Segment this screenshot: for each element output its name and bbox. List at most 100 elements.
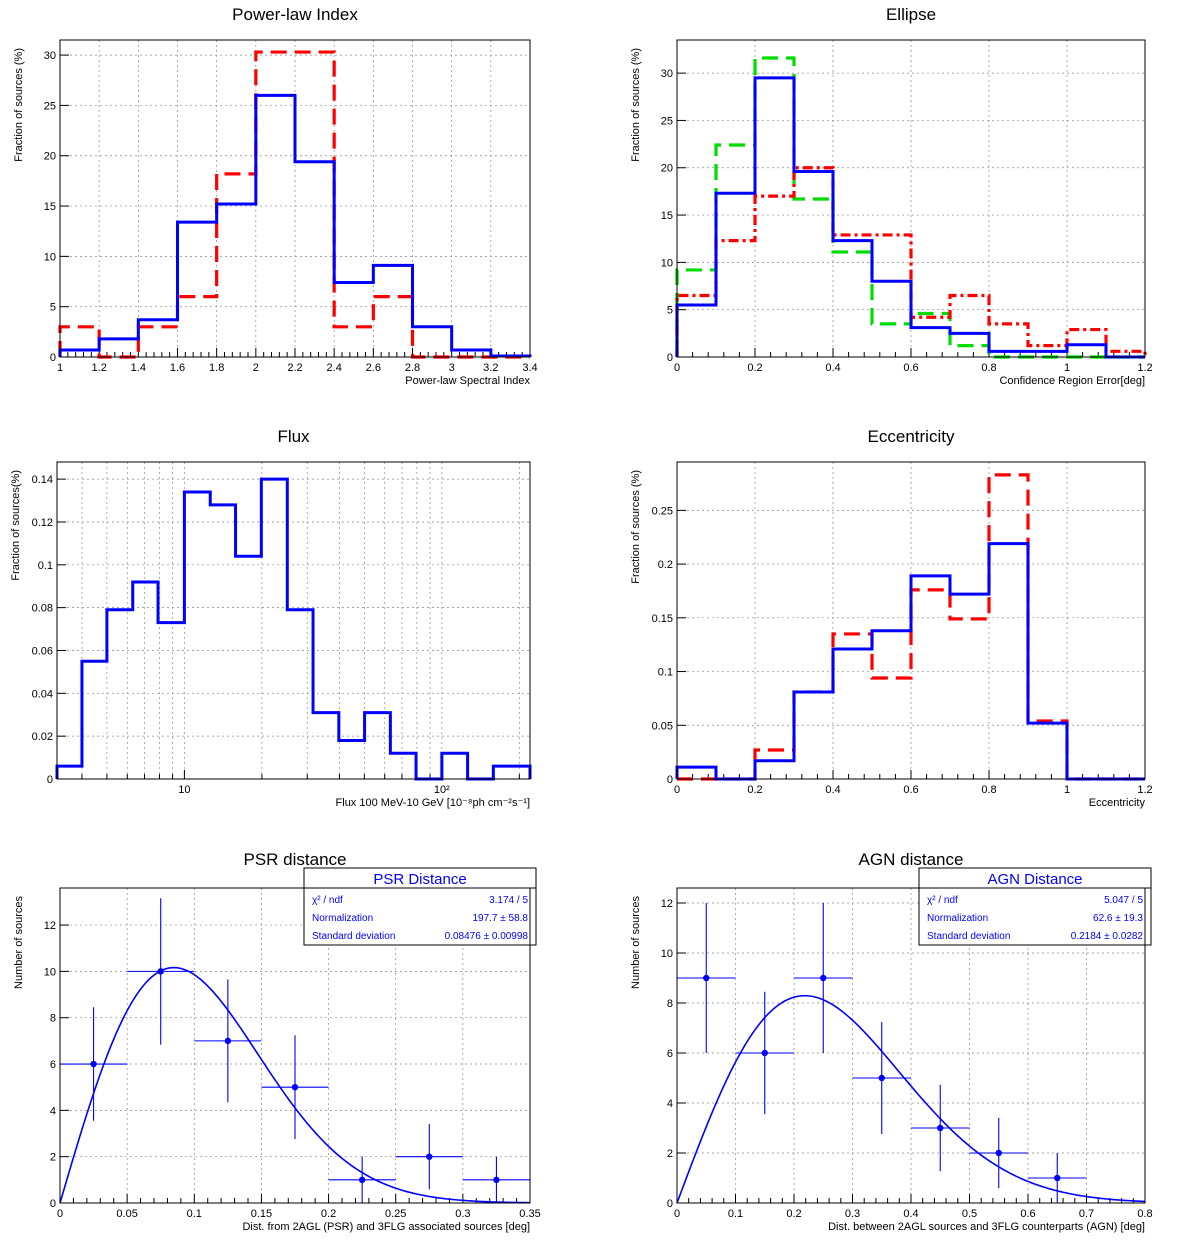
x-tick-label: 1.2 bbox=[1137, 784, 1152, 796]
plot-frame bbox=[59, 39, 531, 358]
x-tick-label: 2 bbox=[253, 362, 259, 374]
y-tick-label: 0 bbox=[50, 1198, 56, 1210]
data-point bbox=[677, 903, 736, 1053]
data-point bbox=[1028, 1153, 1087, 1203]
y-tick-label: 0.1 bbox=[658, 667, 673, 679]
stats-value: 0.2184 ± 0.0282 bbox=[1071, 931, 1144, 942]
y-tick-label: 0.12 bbox=[32, 517, 53, 529]
histogram-series-blue bbox=[58, 93, 532, 358]
x-tick-label: 10² bbox=[434, 784, 450, 796]
y-tick-label: 0.04 bbox=[32, 688, 53, 700]
marker bbox=[493, 1176, 500, 1184]
chart-title: PSR distance bbox=[244, 850, 347, 869]
y-axis-label: Number of sources bbox=[13, 896, 25, 989]
chart-title: Power-law Index bbox=[232, 5, 358, 24]
plot-frame bbox=[59, 887, 531, 1204]
plot-frame bbox=[676, 461, 1146, 780]
stats-value: 197.7 ± 58.8 bbox=[472, 913, 528, 924]
y-axis-label: Fraction of sources (%) bbox=[630, 48, 642, 162]
data-point bbox=[127, 898, 195, 1045]
chart-title: Flux bbox=[277, 427, 310, 446]
data-point bbox=[261, 1035, 329, 1140]
data-point bbox=[328, 1156, 396, 1203]
x-tick-label: 0.15 bbox=[251, 1208, 272, 1220]
y-tick-label: 25 bbox=[44, 100, 56, 112]
marker bbox=[90, 1060, 97, 1068]
y-tick-label: 0.02 bbox=[32, 731, 53, 743]
x-tick-label: 0.2 bbox=[786, 1208, 801, 1220]
y-tick-label: 0.06 bbox=[32, 645, 53, 657]
marker bbox=[1054, 1174, 1061, 1182]
y-tick-label: 15 bbox=[661, 210, 673, 222]
y-tick-label: 10 bbox=[44, 966, 56, 978]
y-tick-label: 0 bbox=[667, 352, 673, 364]
x-tick-label: 0.8 bbox=[981, 784, 996, 796]
x-tick-label: 1 bbox=[1064, 784, 1070, 796]
stats-label: χ² / ndf bbox=[312, 895, 343, 906]
y-tick-label: 30 bbox=[661, 68, 673, 80]
x-tick-label: 0.2 bbox=[321, 1208, 336, 1220]
x-tick-label: 1.2 bbox=[92, 362, 107, 374]
data-point bbox=[462, 1156, 530, 1203]
y-tick-label: 4 bbox=[50, 1105, 56, 1117]
stats-label: Normalization bbox=[312, 913, 373, 924]
fit-curve bbox=[676, 994, 1146, 1204]
marker bbox=[761, 1049, 768, 1057]
x-tick-label: 1.6 bbox=[170, 362, 185, 374]
x-tick-label: 0.2 bbox=[747, 362, 762, 374]
data-point bbox=[60, 1007, 128, 1121]
x-tick-label: 1 bbox=[57, 362, 63, 374]
x-axis-label: Dist. from 2AGL (PSR) and 3FLG associate… bbox=[242, 1221, 530, 1233]
stats-label: χ² / ndf bbox=[927, 895, 958, 906]
y-tick-label: 20 bbox=[44, 151, 56, 163]
y-tick-label: 0 bbox=[50, 352, 56, 364]
y-tick-label: 0.15 bbox=[652, 613, 673, 625]
x-tick-label: 1.8 bbox=[209, 362, 224, 374]
x-tick-label: 0 bbox=[57, 1208, 63, 1220]
y-tick-label: 20 bbox=[661, 163, 673, 175]
x-axis-label: Confidence Region Error[deg] bbox=[999, 375, 1145, 387]
x-tick-label: 0.25 bbox=[385, 1208, 406, 1220]
chart-panel-5: 0 0.05 0.1 0.15 0.2 0.25 0.3 0.35 0 2 4 6 8 10 12 Dist.… bbox=[13, 850, 541, 1233]
chart-title: Eccentricity bbox=[868, 427, 955, 446]
histogram-series-blue bbox=[675, 76, 1145, 359]
histogram-series-blue bbox=[55, 477, 532, 781]
y-tick-label: 30 bbox=[44, 50, 56, 62]
y-tick-label: 8 bbox=[50, 1013, 56, 1025]
data-point bbox=[794, 903, 853, 1053]
chart-panel-6: 0 0.1 0.2 0.3 0.4 0.5 0.6 0.7 0.8 0 2 4 6 8 10 12 Dist. … bbox=[630, 850, 1153, 1233]
x-tick-label: 2.6 bbox=[366, 362, 381, 374]
x-tick-label: 0.6 bbox=[903, 784, 918, 796]
y-tick-label: 10 bbox=[661, 948, 673, 960]
data-point bbox=[194, 979, 262, 1103]
chart-title: AGN distance bbox=[859, 850, 964, 869]
x-tick-label: 0.2 bbox=[747, 784, 762, 796]
y-tick-label: 0.2 bbox=[658, 559, 673, 571]
x-tick-label: 0.8 bbox=[981, 362, 996, 374]
y-tick-label: 2 bbox=[667, 1148, 673, 1160]
chart-panel-2: 0 0.2 0.4 0.6 0.8 1 1.2 0 5 10 15 20 25 30 Confidence … bbox=[630, 5, 1153, 387]
y-tick-label: 6 bbox=[50, 1059, 56, 1071]
stats-label: Normalization bbox=[927, 913, 988, 924]
plot-frame bbox=[56, 461, 531, 780]
x-axis-label: Power-law Spectral Index bbox=[405, 375, 530, 387]
chart-panel-1: 1 1.2 1.4 1.6 1.8 2 2.2 2.4 2.6 2.8 3 3.2 3.4 0 5 10 15 2… bbox=[13, 5, 538, 387]
chart-title: Ellipse bbox=[886, 5, 936, 24]
x-tick-label: 0.05 bbox=[116, 1208, 137, 1220]
x-tick-label: 3.4 bbox=[522, 362, 537, 374]
y-tick-label: 15 bbox=[44, 201, 56, 213]
stats-value: 62.6 ± 19.3 bbox=[1093, 913, 1143, 924]
stats-title: PSR Distance bbox=[373, 871, 466, 888]
marker bbox=[291, 1083, 299, 1091]
x-tick-label: 0.1 bbox=[728, 1208, 743, 1220]
x-tick-label: 0.5 bbox=[962, 1208, 977, 1220]
y-tick-label: 5 bbox=[50, 302, 56, 314]
marker bbox=[703, 974, 710, 982]
stats-title: AGN Distance bbox=[987, 871, 1082, 888]
y-tick-label: 12 bbox=[44, 920, 56, 932]
x-tick-label: 0.4 bbox=[903, 1208, 918, 1220]
marker bbox=[937, 1124, 944, 1132]
x-tick-label: 3.2 bbox=[483, 362, 498, 374]
plot-frame bbox=[676, 887, 1146, 1204]
y-tick-label: 2 bbox=[50, 1152, 56, 1164]
